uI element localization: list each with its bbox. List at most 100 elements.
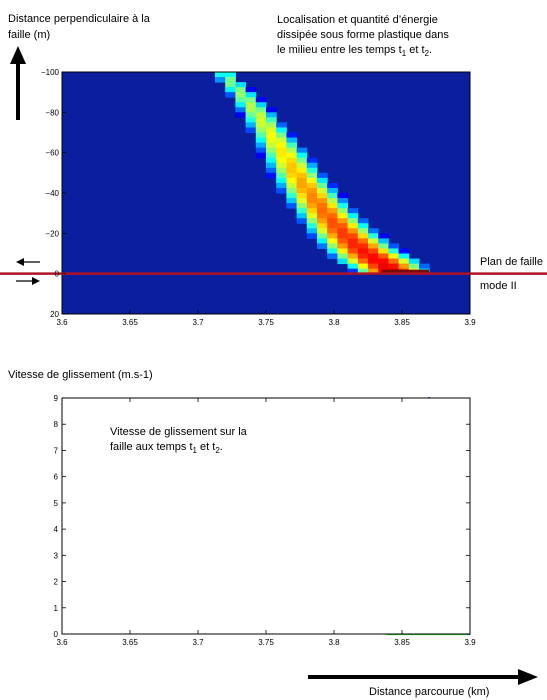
heatmap-cell — [245, 97, 257, 103]
heatmap-cell — [357, 258, 369, 265]
heatmap-cell — [286, 137, 298, 144]
heatmap-cell — [357, 218, 369, 224]
slip-velocity-chart: Vitesse de glissement (m.s-1) t1t2 3.63.… — [8, 369, 538, 698]
heatmap-cell — [398, 258, 410, 265]
heatmap-cell — [306, 233, 318, 239]
heatmap-cell — [347, 268, 359, 275]
velocity-x-tick-label: 3.75 — [258, 638, 274, 647]
heatmap-cell — [306, 228, 318, 234]
heatmap-cell — [327, 233, 338, 239]
heatmap-cell — [296, 147, 308, 154]
heatmap-cell — [266, 132, 277, 139]
heatmap-cell — [398, 263, 410, 270]
heatmap-cell — [266, 172, 277, 179]
heatmap-cell — [276, 162, 287, 169]
heatmap-cell — [286, 157, 298, 164]
heatmap-cell — [327, 208, 338, 214]
heatmap-x-tick-label: 3.9 — [464, 318, 476, 327]
heatmap-cell — [255, 132, 267, 139]
heatmap-x-tick-label: 3.8 — [328, 318, 340, 327]
heatmap-cell — [286, 203, 298, 209]
velocity-annotation-line-1: Vitesse de glissement sur la — [110, 426, 248, 438]
heatmap-cell — [215, 72, 226, 78]
velocity-annotation-part-2: et t — [197, 441, 215, 453]
heatmap-cell — [266, 142, 277, 149]
heatmap-cell — [245, 127, 257, 133]
heatmap-cell — [347, 253, 359, 260]
heatmap-cell — [337, 243, 349, 249]
heatmap-cell — [317, 172, 328, 179]
heatmap-cell — [378, 253, 389, 260]
horizontal-arrow-head — [518, 669, 538, 685]
velocity-y-tick-label: 2 — [54, 578, 59, 587]
heatmap-title-sub-1: 1 — [402, 49, 407, 58]
heatmap-cell — [337, 238, 349, 244]
left-arrow-head — [16, 258, 24, 266]
heatmap-cell — [266, 127, 277, 133]
heatmap-cell — [306, 172, 318, 179]
heatmap-cell — [388, 258, 400, 265]
velocity-x-tick-label: 3.6 — [56, 638, 68, 647]
velocity-y-tick-label: 0 — [54, 630, 59, 639]
heatmap-cell — [306, 167, 318, 174]
heatmap-cell — [408, 263, 420, 270]
heatmap-cell — [296, 167, 308, 174]
heatmap-cell — [327, 198, 338, 204]
heatmap-cell — [255, 112, 267, 118]
velocity-x-tick-label: 3.9 — [464, 638, 476, 647]
heatmap-cell — [296, 193, 308, 199]
heatmap-cell — [317, 208, 328, 214]
heatmap-cell — [286, 172, 298, 179]
heatmap-cell — [286, 147, 298, 154]
heatmap-cell — [347, 218, 359, 224]
heatmap-cell — [235, 97, 247, 103]
heatmap-cell — [266, 147, 277, 154]
heatmap-title-part-3: . — [429, 44, 432, 56]
heatmap-cell — [276, 137, 287, 144]
heatmap-cell — [327, 203, 338, 209]
heatmap-cell — [255, 137, 267, 144]
heatmap-cell — [286, 198, 298, 204]
heatmap-cell — [327, 193, 338, 199]
heatmap-cell — [357, 223, 369, 229]
heatmap-cell — [317, 187, 328, 194]
heatmap-ylabel-line-2: faille (m) — [8, 29, 50, 41]
heatmap-cell — [255, 147, 267, 154]
heatmap-cell — [266, 157, 277, 164]
heatmap-cell — [245, 87, 257, 93]
heatmap-cell — [398, 248, 410, 254]
heatmap-cell — [296, 172, 308, 179]
heatmap-cell — [378, 243, 389, 249]
heatmap-cell — [306, 213, 318, 219]
heatmap-cell — [296, 187, 308, 194]
heatmap-cell — [266, 162, 277, 169]
heatmap-x-tick-label: 3.75 — [258, 318, 274, 327]
heatmap-x-tick-label: 3.65 — [122, 318, 138, 327]
heatmap-cell — [347, 208, 359, 214]
velocity-y-tick-label: 7 — [54, 446, 59, 455]
heatmap-cell — [337, 218, 349, 224]
heatmap-cell — [286, 177, 298, 184]
heatmap-cell — [276, 187, 287, 194]
heatmap-cell — [225, 77, 236, 83]
heatmap-y-tick-label: −100 — [41, 68, 60, 77]
heatmap-cell — [337, 198, 349, 204]
heatmap-title-sub-2: 2 — [425, 49, 430, 58]
heatmap-cell — [276, 157, 287, 164]
heatmap-cell — [235, 112, 247, 118]
heatmap-cell — [306, 223, 318, 229]
heatmap-cell — [235, 92, 247, 98]
velocity-y-tick-label: 5 — [54, 499, 59, 508]
heatmap-x-tick-label: 3.7 — [192, 318, 204, 327]
heatmap-cell — [327, 182, 338, 189]
heatmap-cell — [306, 157, 318, 164]
heatmap-cell — [378, 233, 389, 239]
heatmap-title-line-3: le milieu entre les temps t1 et t2. — [277, 44, 432, 58]
heatmap-cell — [245, 117, 257, 123]
heatmap-cell — [337, 248, 349, 254]
heatmap-cell — [357, 238, 369, 244]
heatmap-cell — [306, 193, 318, 199]
velocity-annotation-sub-2: 2 — [215, 446, 220, 455]
heatmap-cell — [317, 243, 328, 249]
